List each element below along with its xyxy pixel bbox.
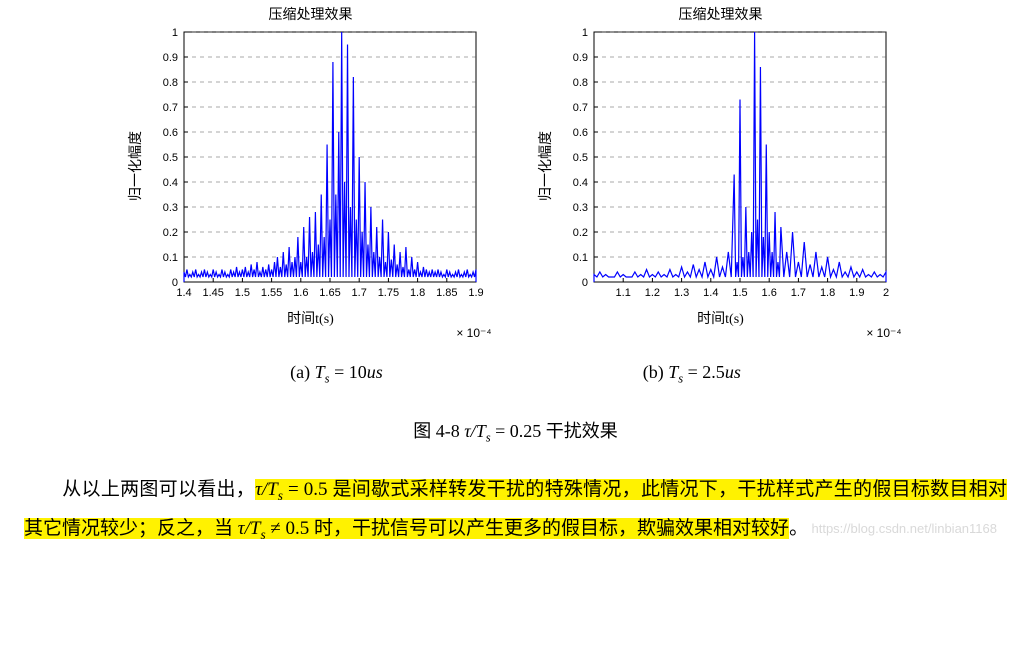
hl-tau1: τ	[255, 479, 262, 500]
svg-text:0.3: 0.3	[572, 202, 587, 214]
chart-b-xlabel: 时间t(s)	[697, 308, 744, 328]
svg-text:1.1: 1.1	[615, 287, 630, 299]
svg-text:1.2: 1.2	[644, 287, 659, 299]
svg-text:0.2: 0.2	[572, 227, 587, 239]
svg-text:1.7: 1.7	[790, 287, 805, 299]
figcap-T: T	[476, 421, 486, 441]
subcap-b-prefix: (b)	[643, 362, 669, 382]
chart-a: 00.10.20.30.40.50.60.70.80.911.41.451.51…	[136, 26, 486, 306]
hl-T1: T	[267, 479, 278, 500]
svg-text:0.8: 0.8	[162, 77, 177, 89]
svg-text:0.5: 0.5	[572, 152, 587, 164]
para-tail: 。	[789, 518, 808, 539]
svg-text:0.8: 0.8	[572, 77, 587, 89]
subcap-a-prefix: (a)	[290, 362, 314, 382]
svg-text:0.2: 0.2	[162, 227, 177, 239]
svg-text:1.3: 1.3	[673, 287, 688, 299]
chart-a-title: 压缩处理效果	[269, 4, 353, 24]
svg-text:0.7: 0.7	[162, 102, 177, 114]
svg-text:0: 0	[581, 277, 587, 289]
svg-text:1.75: 1.75	[377, 287, 398, 299]
subcap-a-var: T	[315, 362, 325, 382]
svg-text:1: 1	[171, 27, 177, 39]
watermark: https://blog.csdn.net/linbian1168	[811, 516, 997, 542]
svg-text:0.9: 0.9	[162, 52, 177, 64]
svg-text:0.9: 0.9	[572, 52, 587, 64]
svg-text:0.7: 0.7	[572, 102, 587, 114]
svg-text:1.9: 1.9	[468, 287, 483, 299]
svg-text:1.4: 1.4	[176, 287, 191, 299]
chart-b-wrap: 压缩处理效果 0 0.1 0.2 0.3 0.4 0.5 0.6 0.7 0.8 0.9 1 1.1 1…	[546, 4, 896, 328]
figure-caption: 图 4-8 τ/Ts = 0.25 干扰效果	[0, 417, 1031, 446]
body-paragraph: 从以上两图可以看出，τ/Ts = 0.5 是间歇式采样转发干扰的特殊情况，此情况…	[24, 471, 1007, 548]
chart-a-wrap: 压缩处理效果 00.10.20.30.40.50.60.70.80.911.41…	[136, 4, 486, 328]
svg-text:1.65: 1.65	[319, 287, 340, 299]
hl-T2: T	[250, 518, 261, 539]
svg-text:0.5: 0.5	[162, 152, 177, 164]
svg-text:1.4: 1.4	[703, 287, 718, 299]
svg-text:0.4: 0.4	[572, 177, 587, 189]
para-lead: 从以上两图可以看出，	[62, 479, 255, 500]
svg-text:0.6: 0.6	[572, 127, 587, 139]
svg-text:1.6: 1.6	[293, 287, 308, 299]
svg-text:1.9: 1.9	[849, 287, 864, 299]
hl-tau2: τ	[238, 518, 245, 539]
subcaption-row: (a) Ts = 10us (b) Ts = 2.5us	[0, 362, 1031, 387]
svg-text:0.6: 0.6	[162, 127, 177, 139]
figure-row: 压缩处理效果 0 0.1 0.2 0.3 0.4 0.5 0.6 0.7 0.8 0.9 1 1.4 1…	[0, 0, 1031, 328]
subcap-a-rhs: = 10	[330, 362, 367, 382]
svg-text:1.8: 1.8	[409, 287, 424, 299]
hl-text2: ≠ 0.5 时，干扰信号可以产生更多的假目标，欺骗效果相对较好	[266, 518, 789, 539]
subcaption-a: (a) Ts = 10us	[290, 362, 383, 387]
svg-text:0.3: 0.3	[162, 202, 177, 214]
figcap-suffix: 干扰效果	[546, 421, 618, 441]
svg-text:0.1: 0.1	[572, 252, 587, 264]
svg-text:1.7: 1.7	[351, 287, 366, 299]
svg-text:2: 2	[882, 287, 888, 299]
figcap-prefix: 图 4-8	[413, 421, 464, 441]
subcap-b-unit: us	[725, 362, 741, 382]
chart-b: 0 0.1 0.2 0.3 0.4 0.5 0.6 0.7 0.8 0.9 1 1.1 1.2 1.3 1.…	[546, 26, 896, 306]
svg-text:1.5: 1.5	[732, 287, 747, 299]
subcap-b-var: T	[668, 362, 678, 382]
svg-text:0.4: 0.4	[162, 177, 177, 189]
svg-text:1.85: 1.85	[436, 287, 457, 299]
figcap-eq: = 0.25	[491, 421, 546, 441]
svg-text:1.5: 1.5	[234, 287, 249, 299]
subcap-b-rhs: = 2.5	[683, 362, 725, 382]
svg-text:1.55: 1.55	[260, 287, 281, 299]
chart-a-xlabel: 时间t(s)	[287, 308, 334, 328]
svg-text:0.1: 0.1	[162, 252, 177, 264]
svg-text:1.6: 1.6	[761, 287, 776, 299]
svg-text:1: 1	[581, 27, 587, 39]
chart-b-title: 压缩处理效果	[679, 4, 763, 24]
svg-text:1.45: 1.45	[202, 287, 223, 299]
svg-text:1.8: 1.8	[819, 287, 834, 299]
subcap-a-unit: us	[367, 362, 383, 382]
subcaption-b: (b) Ts = 2.5us	[643, 362, 741, 387]
